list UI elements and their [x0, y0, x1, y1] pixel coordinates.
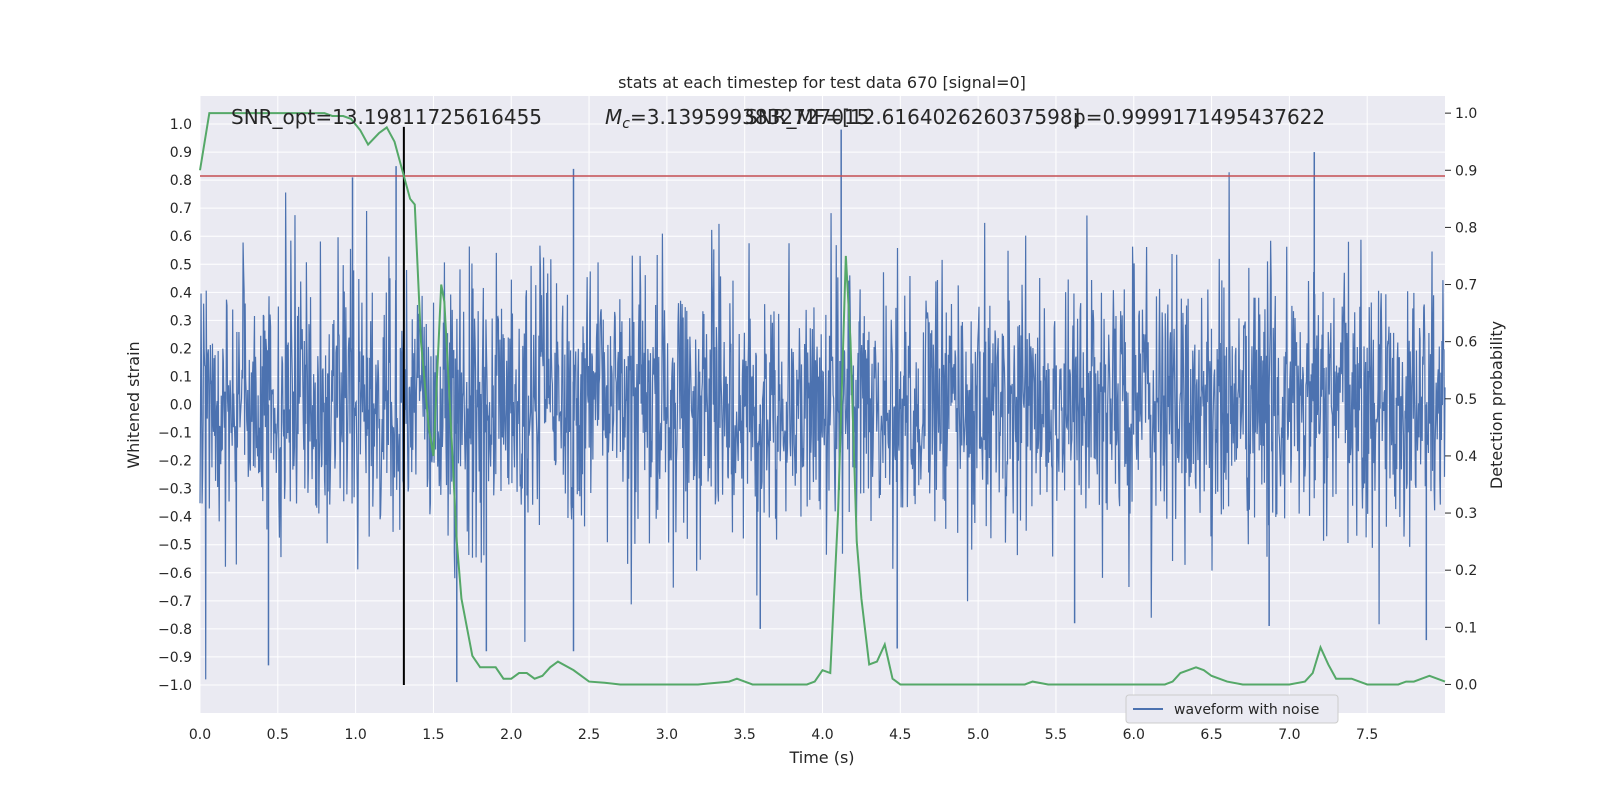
- x-tick-label: 0.5: [267, 727, 289, 743]
- y-tick-label: 0.5: [170, 257, 192, 273]
- x-tick-label: 2.5: [578, 727, 600, 743]
- y-tick-label: 0.0: [170, 398, 192, 414]
- x-tick-label: 4.0: [811, 727, 833, 743]
- x-tick-label: 1.0: [344, 727, 366, 743]
- x-tick-label: 4.5: [889, 727, 911, 743]
- y-tick-label: −0.8: [158, 622, 192, 638]
- annotation-p-value: p=0.9999171495437622: [1073, 105, 1325, 129]
- y-tick-label: −0.5: [158, 538, 192, 554]
- y-tick-label: 0.1: [170, 369, 192, 385]
- y-tick-label: −0.2: [158, 454, 192, 470]
- y2-tick-label: 0.9: [1455, 163, 1477, 179]
- x-tick-label: 3.0: [656, 727, 678, 743]
- y2-tick-label: 1.0: [1455, 106, 1477, 122]
- y-tick-label: 0.7: [170, 201, 192, 217]
- x-tick-label: 1.5: [422, 727, 444, 743]
- x-tick-label: 5.5: [1045, 727, 1067, 743]
- y-tick-label: −0.3: [158, 482, 192, 498]
- y-tick-label: 0.2: [170, 341, 192, 357]
- y2-tick-label: 0.2: [1455, 563, 1477, 579]
- y-tick-label: 0.6: [170, 229, 192, 245]
- y-tick-label: −0.7: [158, 594, 192, 610]
- y-tick-label: −0.4: [158, 510, 192, 526]
- y2-tick-label: 0.4: [1455, 449, 1477, 465]
- x-axis-ticks: 0.0 0.5 1.0 1.5 2.0 2.5 3.0 3.5 4.0 4.5 5.0 5.5 6.0 6…: [189, 727, 1378, 743]
- y-tick-label: 0.8: [170, 173, 192, 189]
- y2-tick-label: 0.6: [1455, 335, 1477, 351]
- y-tick-label: 0.4: [170, 285, 192, 301]
- annotation-mc: Mc=3.1395993832727015: [605, 105, 869, 132]
- annotation-snr-opt: SNR_opt=13.198117256164​55: [231, 105, 542, 129]
- x-tick-label: 6.0: [1123, 727, 1145, 743]
- y-axis-ticks: 1.0 0.9 0.8 0.7 0.6 0.5 0.4 0.3 0.2 0.1 0.0 −0.1 −0.…: [158, 117, 192, 694]
- y2-tick-label: 0.1: [1455, 620, 1477, 636]
- y2-tick-label: 0.5: [1455, 392, 1477, 408]
- x-tick-label: 5.0: [967, 727, 989, 743]
- y-tick-label: −0.1: [158, 426, 192, 442]
- y-tick-label: −0.6: [158, 566, 192, 582]
- x-tick-label: 0.0: [189, 727, 211, 743]
- x-tick-label: 6.5: [1200, 727, 1222, 743]
- y-axis-label: Whitened strain: [124, 341, 143, 468]
- legend-box: [1125, 694, 1339, 724]
- x-tick-label: 3.5: [734, 727, 756, 743]
- chart-title: stats at each timestep for test data 670…: [618, 73, 1026, 92]
- y2-tick-label: 0.3: [1455, 506, 1477, 522]
- y-tick-label: 0.9: [170, 145, 192, 161]
- y2-axis-ticks: 1.0 0.9 0.8 0.7 0.6 0.5 0.4 0.3 0.2 0.1 0.0: [1445, 106, 1477, 693]
- annotation-mc-symbol: M: [605, 105, 622, 129]
- y-tick-label: 1.0: [170, 117, 192, 133]
- detection-probability-line: [199, 112, 1446, 686]
- y2-tick-label: 0.0: [1455, 677, 1477, 693]
- x-tick-label: 7.5: [1356, 727, 1378, 743]
- y2-axis-label: Detection probability: [1487, 321, 1506, 489]
- waveform-line: [199, 172, 1446, 680]
- x-tick-label: 2.0: [500, 727, 522, 743]
- annotation-snr-mf: SNR_MF=[12.616402626037598]: [745, 105, 1080, 129]
- legend-label-waveform: waveform with noise: [1174, 702, 1319, 718]
- y2-tick-label: 0.8: [1455, 220, 1477, 236]
- y-tick-label: −0.9: [158, 650, 192, 666]
- y-tick-label: 0.3: [170, 313, 192, 329]
- annotation-mc-value: =3.1395993832727015: [630, 105, 869, 129]
- x-axis-label: Time (s): [788, 748, 854, 767]
- y-tick-label: −1.0: [158, 678, 192, 694]
- y2-tick-label: 0.7: [1455, 278, 1477, 294]
- x-tick-label: 7.0: [1278, 727, 1300, 743]
- annotation-mc-subscript: c: [622, 116, 630, 132]
- legend: waveform with noise: [1125, 694, 1339, 724]
